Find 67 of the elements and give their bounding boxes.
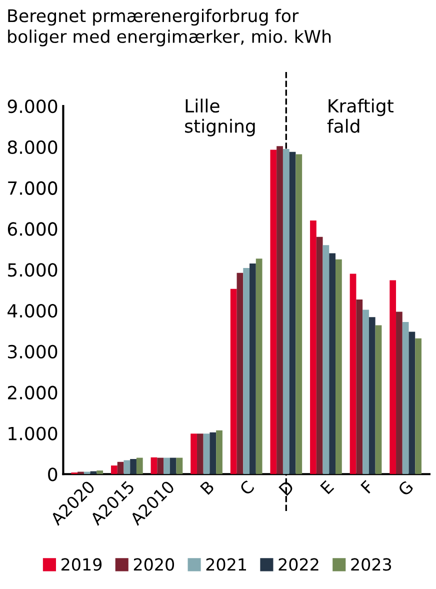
bar: [164, 458, 170, 474]
y-tick-label: 7.000: [8, 181, 58, 195]
bar: [110, 466, 118, 474]
bar: [276, 146, 283, 474]
y-tick-label: 9.000: [8, 99, 58, 114]
bar: [117, 462, 124, 474]
bar: [322, 245, 330, 474]
legend-label: 2023: [351, 558, 392, 571]
bar: [396, 312, 402, 474]
bar: [236, 272, 244, 474]
bar: [310, 220, 316, 474]
y-tick-label: 1.000: [8, 426, 58, 440]
bar: [190, 434, 197, 474]
legend-label: 2020: [134, 558, 174, 571]
bar: [230, 288, 237, 474]
bar: [210, 432, 216, 474]
bar: [96, 470, 104, 474]
chart-title: Beregnet prmærenergiforbrug for boliger med energimærker, mio. kWh: [8, 8, 331, 46]
bar: [362, 310, 369, 474]
x-tick-label: D: [278, 480, 294, 496]
bar: [157, 458, 164, 474]
legend-label: 2021: [206, 558, 246, 571]
bar: [78, 472, 84, 474]
legend-label: 2019: [62, 558, 102, 571]
legend-label: 2022: [278, 558, 318, 571]
annotation: Lille stigning: [185, 98, 255, 136]
bar: [316, 236, 323, 474]
bar: [415, 338, 422, 474]
bar: [408, 332, 416, 474]
bar: [256, 258, 262, 474]
bar: [124, 460, 130, 474]
x-tick-label: E: [320, 480, 334, 494]
bar: [402, 322, 409, 474]
bar: [250, 263, 256, 474]
y-tick-label: 8.000: [8, 140, 58, 154]
bar: [289, 152, 296, 474]
bar: [270, 150, 277, 474]
bar: [329, 253, 336, 474]
bar: [84, 472, 90, 474]
annotation: Kraftigt fald: [327, 98, 394, 133]
y-tick-label: 0: [48, 468, 58, 482]
x-tick-label: F: [360, 480, 374, 494]
bar: [368, 317, 376, 474]
x-tick-label: G: [397, 480, 414, 497]
y-tick-label: 2.000: [8, 386, 58, 400]
bar: [203, 434, 210, 474]
bar: [336, 259, 342, 474]
bar: [350, 274, 356, 474]
bar: [136, 458, 143, 474]
bar: [216, 430, 222, 474]
bar: [130, 459, 136, 474]
y-tick-label: 3.000: [8, 344, 58, 359]
bar: [390, 280, 396, 474]
y-tick-label: 5.000: [8, 263, 58, 277]
bar: [296, 154, 302, 474]
bar: [356, 299, 363, 474]
bar: [170, 458, 176, 474]
bar: [282, 148, 290, 474]
bar: [150, 457, 158, 474]
y-tick-label: 6.000: [8, 222, 58, 236]
bar: [196, 434, 204, 474]
bar: [243, 268, 250, 474]
y-tick-label: 4.000: [8, 304, 58, 318]
x-tick-label: B: [200, 480, 215, 495]
x-tick-label: C: [238, 480, 255, 496]
bar: [375, 325, 382, 474]
bar: [176, 458, 183, 474]
